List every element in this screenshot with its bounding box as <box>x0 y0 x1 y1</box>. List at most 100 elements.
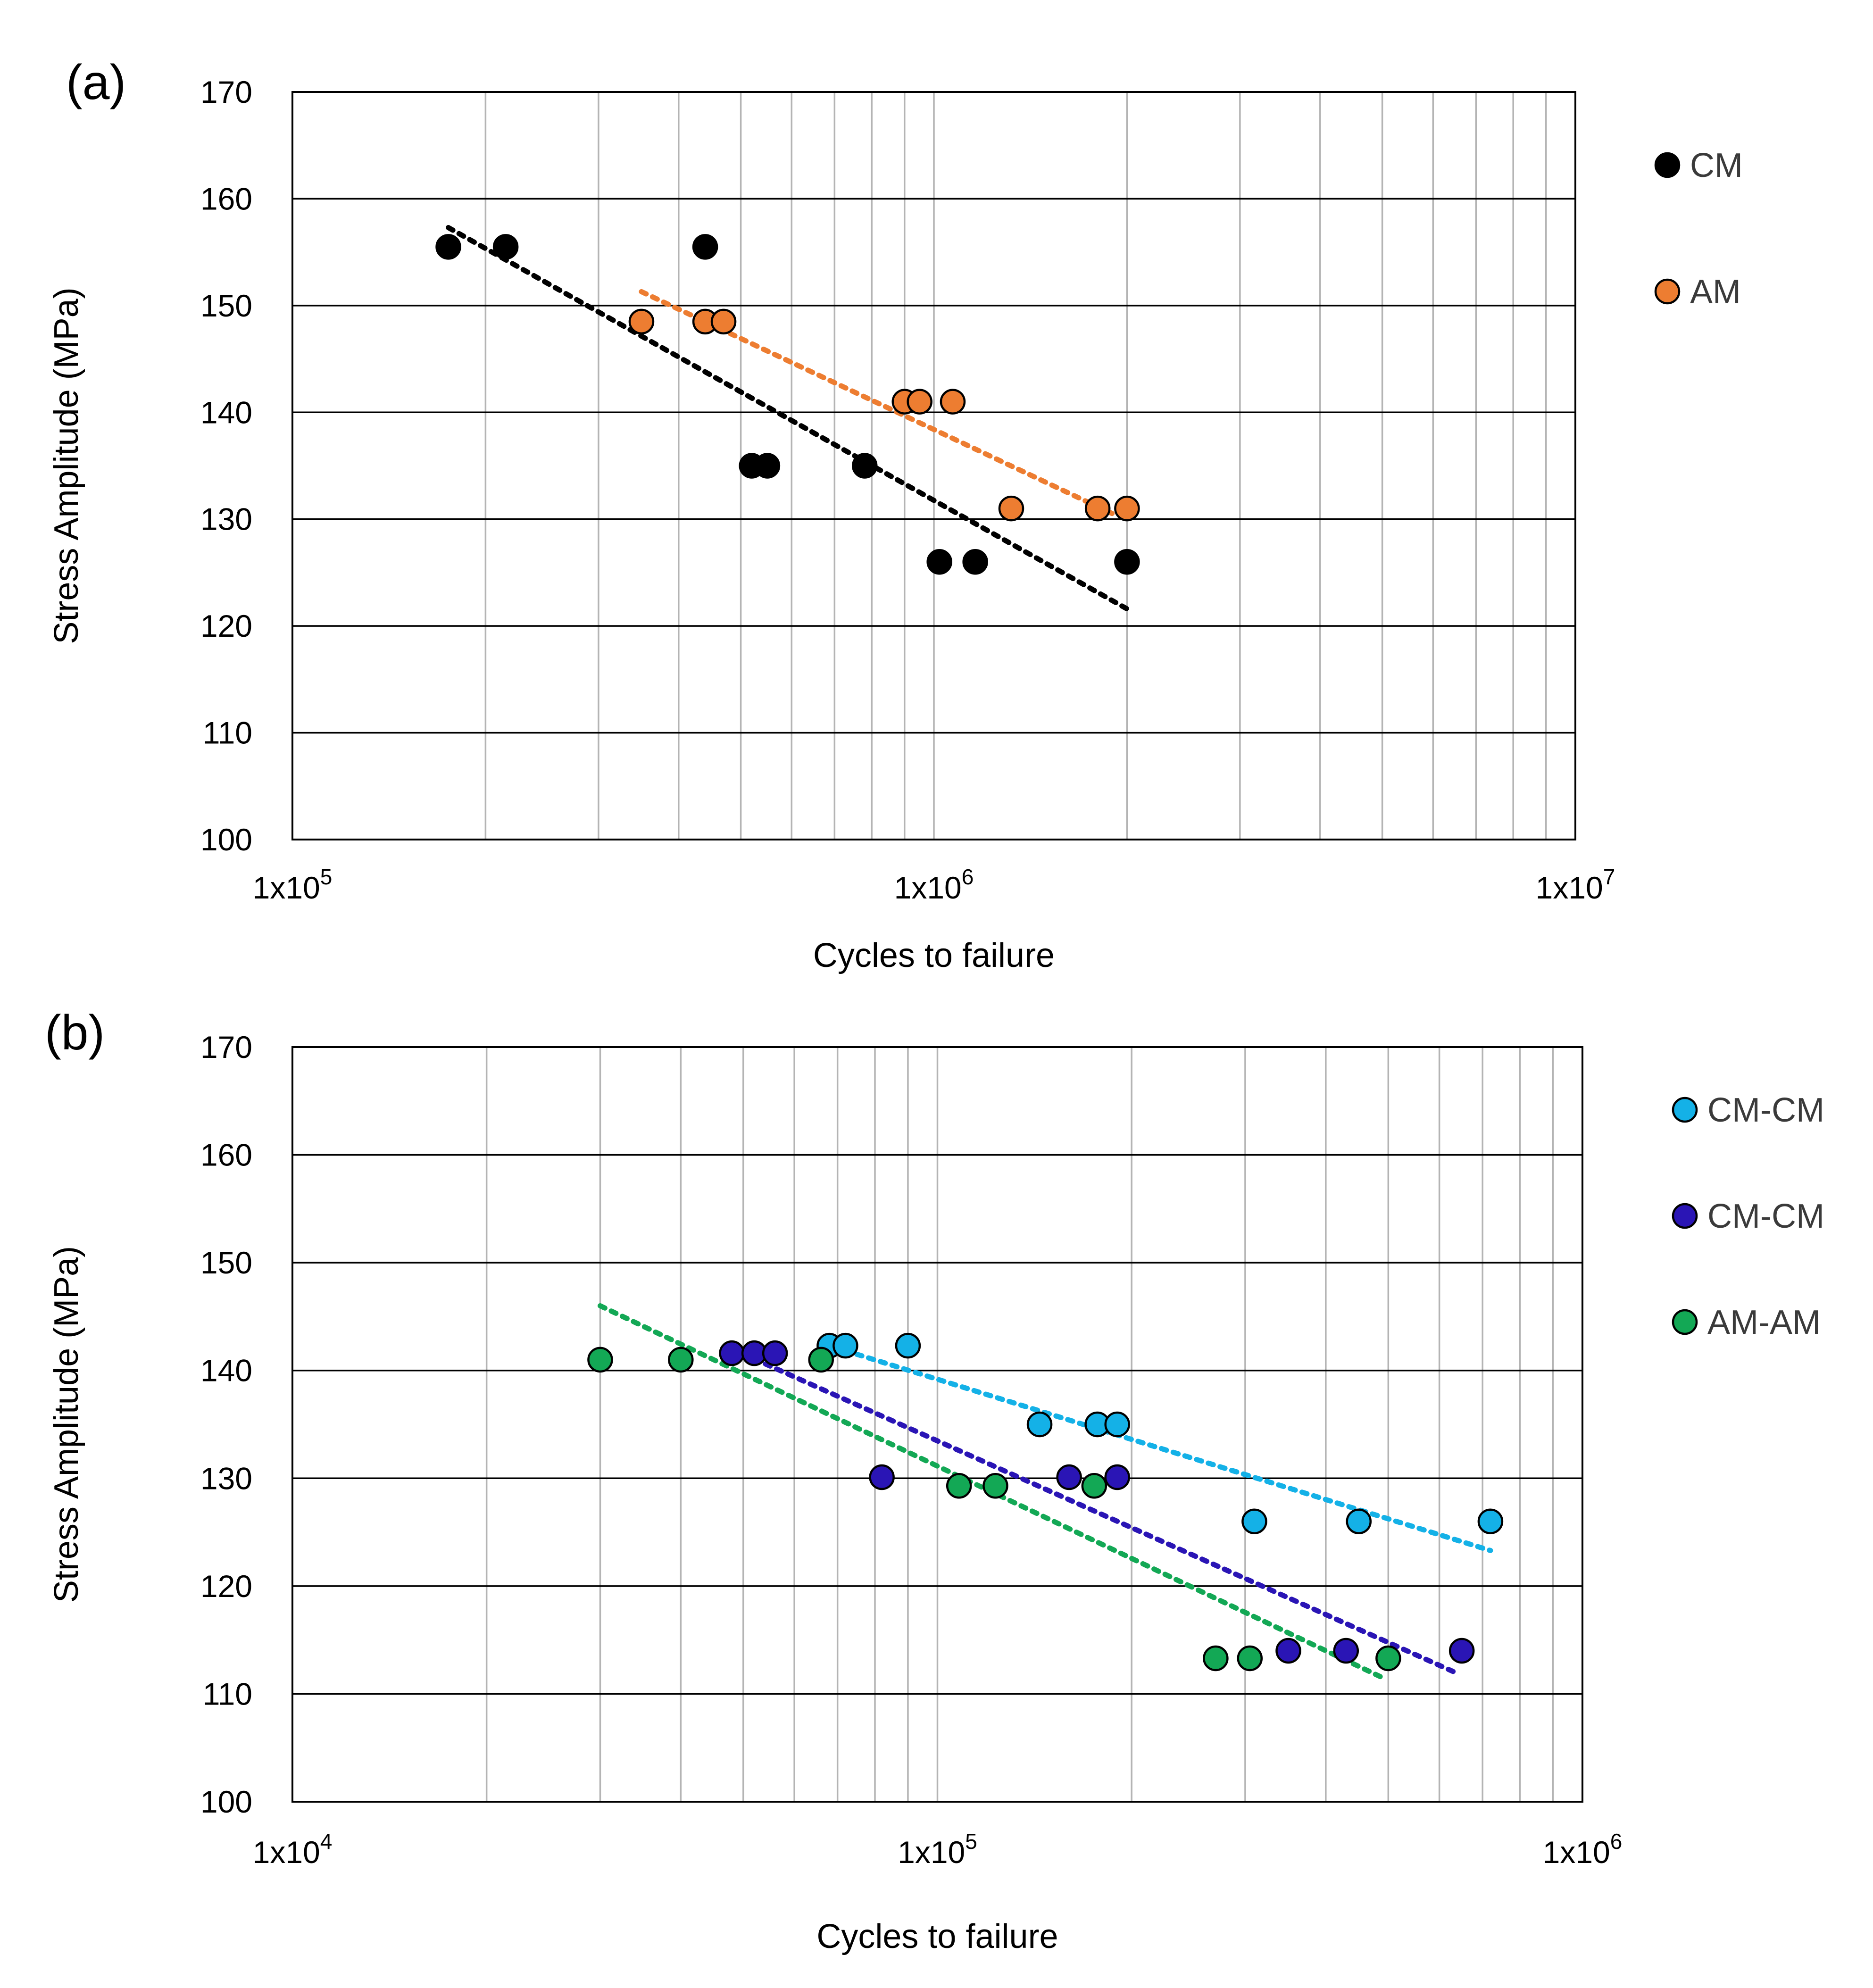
data-point <box>1275 1638 1301 1664</box>
y-tick-label: 110 <box>203 1676 252 1711</box>
x-tick-label-exponent: 4 <box>320 1829 333 1854</box>
gridlines <box>291 91 1576 840</box>
y-tick-label: 120 <box>200 608 252 643</box>
data-point <box>1203 1645 1229 1672</box>
data-point <box>628 308 655 335</box>
x-tick-label-base: 1x10 <box>1543 1835 1610 1870</box>
x-tick-label-base: 1x10 <box>253 870 320 905</box>
x-tick-label-exponent: 5 <box>320 865 333 889</box>
x-tick-label: 1x106 <box>894 865 974 905</box>
data-point <box>926 549 952 575</box>
data-point <box>1081 1473 1107 1499</box>
y-tick-label: 100 <box>200 822 252 857</box>
legend-label: CM-CM <box>1707 1198 1824 1235</box>
legend-label: CM <box>1690 147 1743 184</box>
data-point <box>940 389 966 415</box>
data-point <box>1375 1645 1401 1672</box>
trendline <box>854 1351 1493 1553</box>
y-tick-label: 160 <box>200 1138 252 1173</box>
data-point <box>1084 495 1111 522</box>
legend-label: CM-CM <box>1707 1091 1824 1129</box>
plot-area <box>291 1046 1583 1803</box>
x-tick-label: 1x105 <box>253 865 333 905</box>
data-point <box>895 1332 921 1359</box>
data-point <box>982 1473 1008 1499</box>
x-tick-label: 1x107 <box>1536 865 1615 905</box>
data-point <box>1333 1638 1359 1664</box>
data-point <box>435 234 461 260</box>
data-point <box>492 234 519 260</box>
series-markers <box>719 1340 1475 1664</box>
series-markers <box>587 1347 1401 1672</box>
y-tick-label: 120 <box>200 1569 252 1604</box>
x-tick-label: 1x105 <box>898 1829 977 1870</box>
data-point <box>907 389 932 415</box>
data-point <box>1477 1508 1504 1534</box>
x-tick-label-exponent: 5 <box>965 1829 977 1854</box>
series-markers <box>435 234 1140 575</box>
data-point <box>1026 1411 1053 1438</box>
x-tick-label-base: 1x10 <box>898 1835 965 1870</box>
data-point <box>1104 1464 1130 1490</box>
x-tick-label-exponent: 7 <box>1603 865 1615 889</box>
y-tick-label: 140 <box>200 1353 252 1388</box>
series-markers <box>628 308 1140 522</box>
panel-label: (a) <box>66 55 126 110</box>
series-markers <box>816 1332 1504 1534</box>
x-tick-label-exponent: 6 <box>962 865 974 889</box>
y-tick-label: 130 <box>200 1461 252 1496</box>
data-point <box>719 1340 745 1366</box>
data-point <box>668 1347 694 1373</box>
data-point <box>754 453 781 479</box>
data-point <box>692 234 718 260</box>
x-axis-title: Cycles to failure <box>816 1918 1058 1955</box>
plot-area <box>291 91 1576 840</box>
y-tick-label: 160 <box>200 181 252 216</box>
legend-marker <box>1654 278 1681 305</box>
data-point <box>1448 1638 1475 1664</box>
y-tick-label: 110 <box>203 715 252 750</box>
legend-marker <box>1672 1309 1698 1335</box>
trendline <box>446 225 1130 612</box>
data-point <box>1237 1645 1263 1672</box>
data-point <box>710 308 737 335</box>
y-tick-label: 140 <box>200 395 252 430</box>
gridlines <box>291 1046 1583 1803</box>
x-axis-title: Cycles to failure <box>813 937 1055 974</box>
trendline <box>729 1346 1460 1676</box>
y-tick-label: 170 <box>200 75 252 109</box>
legend-label: AM-AM <box>1707 1304 1821 1341</box>
data-point <box>1104 1411 1130 1438</box>
x-tick-label-base: 1x10 <box>894 870 962 905</box>
x-tick-label-exponent: 6 <box>1610 1829 1623 1854</box>
x-tick-label: 1x104 <box>253 1829 333 1870</box>
y-axis-title: Stress Amplitude (MPa) <box>48 1246 85 1603</box>
x-tick-label: 1x106 <box>1543 1829 1623 1870</box>
data-point <box>762 1340 788 1366</box>
x-tick-label-base: 1x10 <box>1536 870 1603 905</box>
data-point <box>851 453 878 479</box>
data-point <box>869 1464 895 1490</box>
x-tick-label-base: 1x10 <box>253 1835 320 1870</box>
legend-marker <box>1654 152 1681 178</box>
y-tick-label: 150 <box>200 288 252 323</box>
y-tick-label: 150 <box>200 1245 252 1280</box>
panel-label: (b) <box>45 1006 105 1060</box>
data-point <box>587 1347 613 1373</box>
data-point <box>1056 1464 1082 1490</box>
legend-marker <box>1672 1203 1698 1229</box>
y-tick-label: 100 <box>200 1784 252 1819</box>
y-axis-title: Stress Amplitude (MPa) <box>48 287 85 644</box>
data-point <box>832 1332 858 1359</box>
data-point <box>1346 1508 1372 1534</box>
y-tick-label: 130 <box>200 502 252 537</box>
legend: CM AM <box>1654 147 1743 311</box>
data-point <box>946 1473 972 1499</box>
data-point <box>1114 549 1140 575</box>
legend: CM-CM CM-CM AM-AM <box>1672 1091 1824 1341</box>
data-point <box>962 549 988 575</box>
